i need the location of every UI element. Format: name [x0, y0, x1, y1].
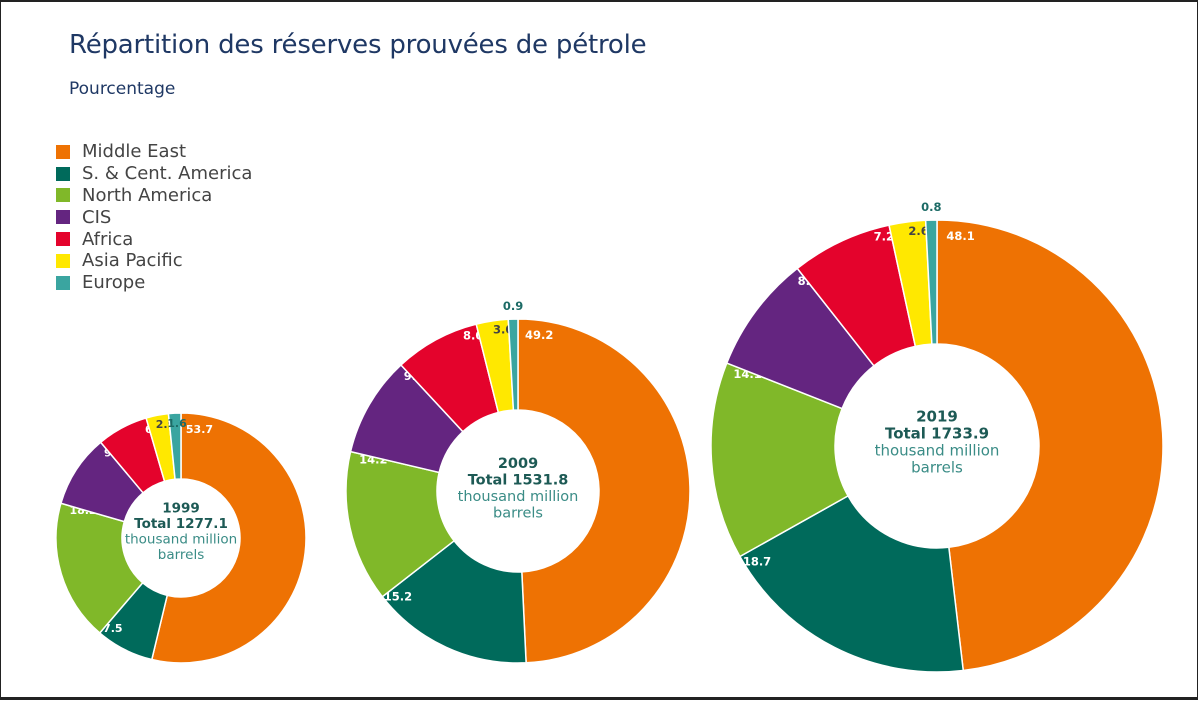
donut-slice [150, 412, 307, 664]
slice-value-label: 2.6 [908, 224, 928, 238]
center-year: 2009 [498, 456, 538, 472]
donut-slice [167, 412, 182, 481]
legend-swatch [56, 275, 70, 290]
center-unit: barrels [911, 458, 963, 476]
legend-label: Africa [82, 228, 134, 250]
slice-value-label: 0.8 [921, 200, 941, 214]
legend-swatch [56, 144, 70, 159]
slice-value-label: 15.2 [384, 590, 412, 604]
legend-item: Africa [56, 228, 252, 250]
legend-label: Middle East [82, 141, 187, 163]
slice-value-label: 7.2 [874, 230, 894, 244]
slice-value-label: 49.2 [525, 328, 553, 342]
center-year: 1999 [162, 501, 200, 517]
legend-label: Asia Pacific [82, 250, 183, 272]
slice-value-label: 1.6 [167, 417, 187, 430]
legend-swatch [56, 166, 70, 181]
donut-slice [507, 318, 519, 411]
chart-title: Répartition des réserves prouvées de pét… [69, 30, 647, 60]
donut-slice [738, 494, 965, 673]
legend-item: Middle East [56, 141, 252, 163]
slice-value-label: 7.5 [103, 622, 123, 635]
legend-label: North America [82, 184, 213, 206]
center-unit: thousand million [875, 441, 1000, 459]
donut-slice [936, 219, 1164, 672]
legend-swatch [56, 188, 70, 203]
slice-value-label: 53.7 [186, 423, 213, 436]
center-total: Total 1733.9 [885, 424, 989, 442]
chart-subtitle: Pourcentage [69, 79, 176, 99]
donut-slice [924, 219, 938, 345]
donut-slice [345, 450, 456, 598]
donut-slice [517, 318, 691, 664]
legend: Middle East S. & Cent. America North Ameri… [56, 141, 252, 294]
center-unit: thousand million [125, 532, 237, 548]
legend-label: Europe [82, 272, 146, 294]
slice-value-label: 18.7 [743, 555, 771, 569]
donut-slice [710, 362, 850, 558]
legend-swatch [56, 210, 70, 225]
legend-label: CIS [82, 206, 112, 228]
center-total: Total 1531.8 [468, 473, 569, 489]
legend-item: S. & Cent. America [56, 163, 252, 185]
donut-slice [381, 539, 527, 664]
legend-swatch [56, 232, 70, 247]
legend-label: S. & Cent. America [82, 163, 253, 185]
center-unit: barrels [158, 547, 205, 563]
legend-item: Asia Pacific [56, 250, 252, 272]
legend-swatch [56, 253, 70, 268]
slice-value-label: 0.9 [503, 299, 523, 313]
donut-slice [55, 502, 144, 635]
legend-item: North America [56, 185, 252, 207]
center-year: 2019 [916, 407, 958, 425]
legend-item: Europe [56, 272, 252, 294]
center-unit: barrels [493, 506, 543, 522]
center-unit: thousand million [458, 489, 579, 505]
center-total: Total 1277.1 [134, 516, 228, 532]
legend-item: CIS [56, 206, 252, 228]
slice-value-label: 48.1 [946, 229, 974, 243]
